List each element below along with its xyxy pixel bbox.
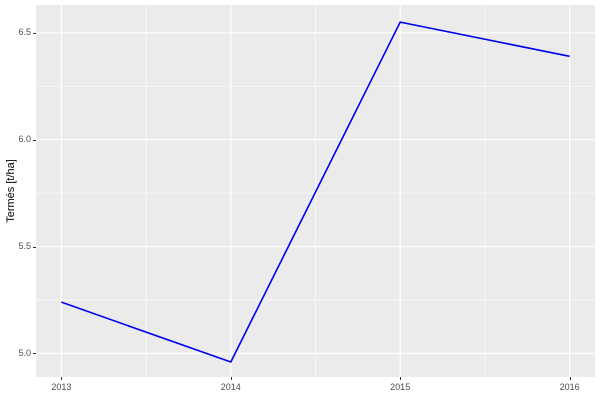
line-chart-svg: [36, 5, 595, 377]
x-tick-label: 2013: [51, 382, 72, 392]
y-tick-label: 5.5: [18, 241, 31, 252]
y-tick-label: 5.0: [18, 347, 31, 358]
y-tick-mark: [33, 32, 36, 34]
x-tick-mark: [230, 377, 232, 380]
y-tick-mark: [33, 139, 36, 141]
x-tick-mark: [61, 377, 63, 380]
y-axis-title: Termés [t/ha]: [5, 159, 17, 223]
x-tick-label: 2014: [220, 382, 241, 392]
x-tick-label: 2016: [559, 382, 580, 392]
y-tick-label: 6.0: [18, 134, 31, 145]
y-tick-label: 6.5: [18, 27, 31, 38]
plot-panel: [36, 5, 595, 377]
y-tick-mark: [33, 246, 36, 248]
x-tick-mark: [400, 377, 402, 380]
x-tick-mark: [569, 377, 571, 380]
x-tick-label: 2015: [390, 382, 411, 392]
y-tick-mark: [33, 353, 36, 355]
data-line: [61, 21, 570, 363]
